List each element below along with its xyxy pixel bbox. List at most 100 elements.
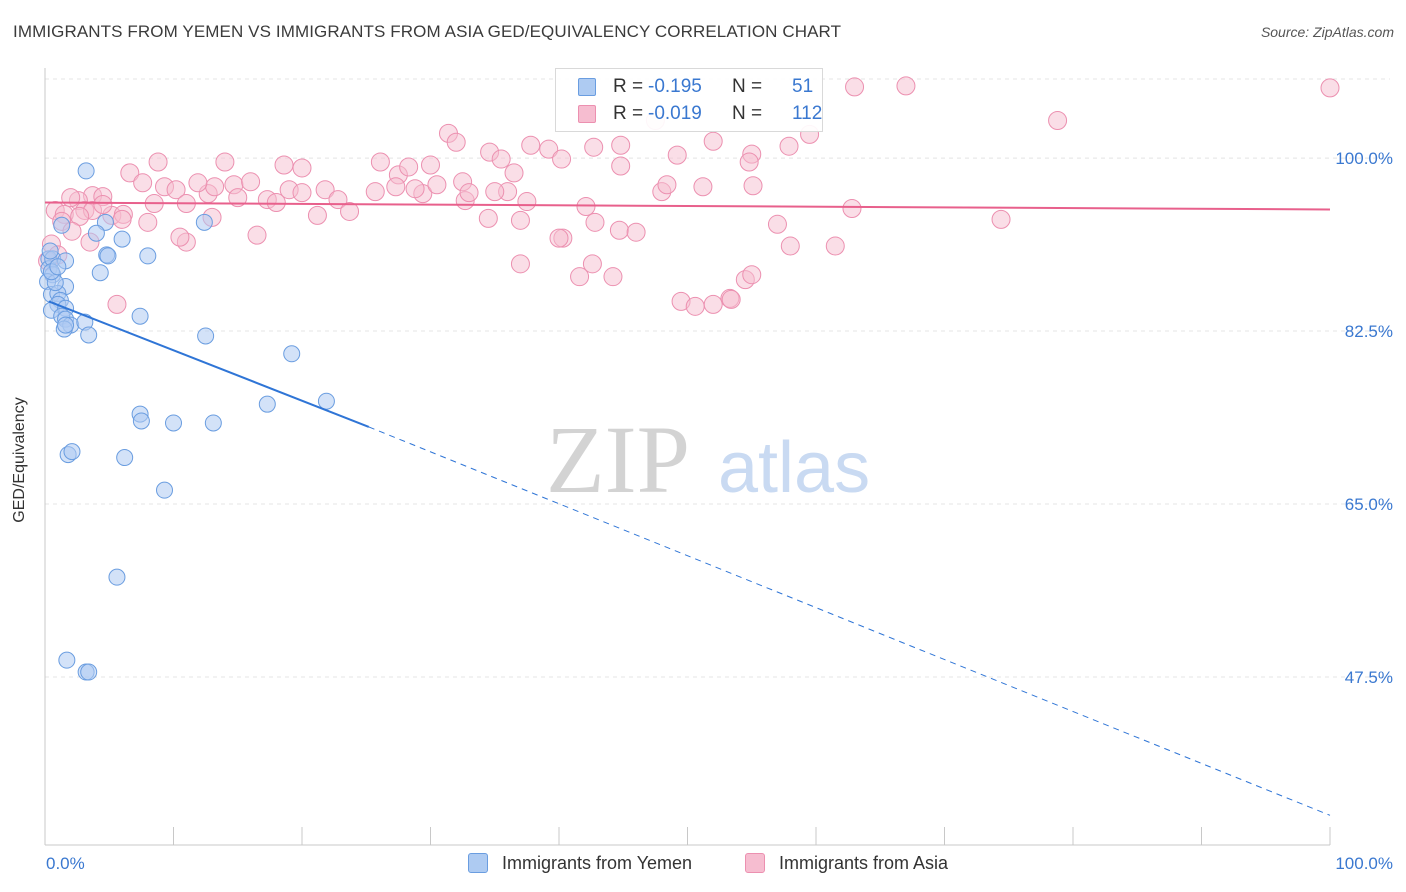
asia-point — [780, 236, 800, 256]
asia-point — [703, 131, 723, 151]
asia-point — [779, 136, 799, 156]
asia-point — [205, 177, 225, 197]
asia-point — [386, 177, 406, 197]
y-tick-label: 65.0% — [1345, 495, 1393, 514]
y-tick-label: 100.0% — [1335, 149, 1393, 168]
n-label: N = — [732, 76, 763, 97]
asia-point — [228, 188, 248, 208]
r-value: -0.195 — [648, 76, 702, 97]
asia-point — [685, 296, 705, 316]
n-value: 51 — [792, 76, 814, 97]
asia-point — [539, 139, 559, 159]
yemen-point — [63, 443, 81, 461]
asia-point — [188, 173, 208, 193]
y-axis-label: GED/Equivalency — [11, 397, 28, 523]
yemen-point — [197, 327, 215, 345]
yemen-point — [80, 663, 98, 681]
yemen-point — [49, 258, 67, 276]
asia-point — [585, 212, 605, 232]
asia-point — [120, 163, 140, 183]
yemen-point — [77, 162, 95, 180]
asia-point — [510, 210, 530, 230]
asia-point — [991, 209, 1011, 229]
x-tick-label-max: 100.0% — [1335, 854, 1393, 873]
asia-point — [521, 135, 541, 155]
yemen-point — [58, 651, 76, 669]
asia-point — [743, 176, 763, 196]
asia-point — [427, 175, 447, 195]
yemen-point — [139, 247, 157, 265]
yemen-point — [258, 395, 276, 413]
bottom-legend-label: Immigrants from Asia — [779, 853, 949, 873]
n-label: N = — [732, 103, 763, 124]
asia-point — [274, 155, 294, 175]
asia-point — [693, 177, 713, 197]
chart-source: Source: ZipAtlas.com — [1260, 24, 1394, 40]
asia-point — [292, 183, 312, 203]
yemen-point — [53, 216, 71, 234]
asia-point — [405, 179, 425, 199]
asia-point — [292, 158, 312, 178]
yemen-swatch — [578, 78, 596, 96]
yemen-point — [99, 247, 117, 265]
asia-point — [241, 172, 261, 192]
asia-point — [552, 149, 572, 169]
asia-point — [721, 289, 741, 309]
asia-point — [742, 265, 762, 285]
asia-point — [446, 132, 466, 152]
r-label: R = — [613, 103, 644, 124]
yemen-point — [131, 307, 149, 325]
y-tick-label: 47.5% — [1345, 668, 1393, 687]
watermark-atlas: atlas — [718, 428, 870, 508]
asia-point — [370, 152, 390, 172]
yemen-point — [156, 481, 174, 499]
asia-point — [170, 227, 190, 247]
yemen-point — [113, 230, 131, 248]
asia-point — [421, 155, 440, 175]
asia-point — [491, 149, 511, 169]
asia-point — [112, 209, 132, 229]
asia-point — [584, 137, 604, 157]
asia-point — [61, 188, 81, 208]
asia-point — [703, 294, 723, 314]
asia-point — [307, 205, 327, 225]
asia-point — [611, 135, 631, 155]
asia-point — [138, 212, 158, 232]
asia-point — [1048, 111, 1068, 131]
yemen-point — [165, 414, 182, 432]
asia-point — [609, 220, 629, 240]
yemen-point — [283, 345, 301, 363]
yemen-point — [80, 326, 98, 344]
asia-point — [485, 182, 505, 202]
asia-point — [166, 180, 186, 200]
yemen-swatch — [468, 853, 488, 873]
asia-point — [657, 175, 677, 195]
asia-point — [842, 198, 862, 218]
asia-point — [517, 192, 537, 212]
asia-point — [603, 267, 623, 287]
asia-swatch — [578, 105, 596, 123]
asia-point — [247, 225, 267, 245]
asia-point — [399, 157, 419, 177]
asia-point — [478, 208, 498, 228]
asia-point — [93, 195, 113, 215]
r-value: -0.019 — [648, 103, 702, 124]
asia-trend-line — [44, 201, 1331, 211]
asia-point — [767, 214, 787, 234]
asia-point — [576, 197, 596, 217]
asia-point — [739, 152, 759, 172]
yemen-point — [317, 392, 335, 410]
asia-point — [459, 183, 479, 203]
asia-swatch — [745, 853, 765, 873]
trend-layer — [44, 201, 1331, 816]
asia-point — [215, 152, 235, 172]
yemen-point — [116, 449, 134, 467]
asia-point — [667, 145, 687, 165]
asia-point — [611, 156, 631, 176]
watermark: ZIP atlas — [546, 406, 870, 513]
asia-point — [365, 182, 385, 202]
series-asia-points — [38, 76, 1340, 316]
asia-point — [315, 180, 335, 200]
asia-point — [582, 254, 602, 274]
